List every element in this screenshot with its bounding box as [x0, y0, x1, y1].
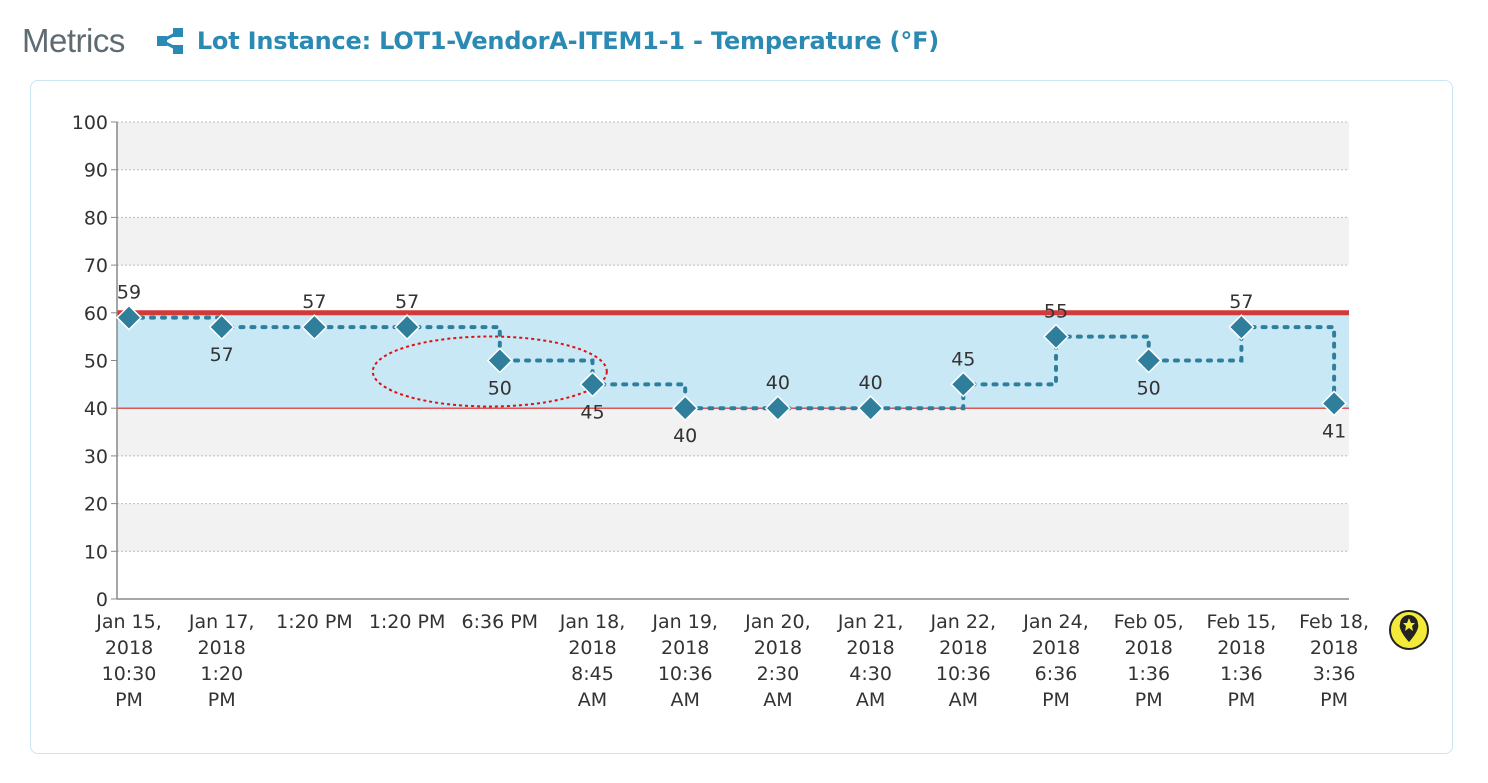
- x-tick-label: 2018: [939, 637, 987, 659]
- x-tick-label: Feb 05,: [1114, 611, 1184, 633]
- x-tick-label: PM: [1227, 689, 1255, 711]
- data-label: 40: [766, 372, 790, 394]
- x-tick-label: 2018: [568, 637, 616, 659]
- x-tick-label: 2018: [754, 637, 802, 659]
- data-point-marker[interactable]: [1042, 323, 1070, 350]
- x-tick-label: 2018: [198, 637, 246, 659]
- data-point-marker[interactable]: [394, 314, 421, 341]
- data-label: 59: [117, 282, 141, 304]
- y-tick-label: 90: [84, 160, 108, 182]
- x-tick-label: 3:36: [1313, 663, 1356, 685]
- grid-stripe: [117, 217, 1349, 266]
- share-icon[interactable]: [155, 26, 185, 56]
- y-tick-label: 30: [84, 446, 108, 468]
- data-point-marker[interactable]: [1228, 314, 1255, 341]
- x-tick-label: 1:20 PM: [276, 611, 353, 633]
- x-tick-label: PM: [1320, 689, 1348, 711]
- x-tick-label: 6:36 PM: [462, 611, 539, 633]
- data-point-marker[interactable]: [486, 347, 513, 374]
- x-tick-label: 8:45: [571, 663, 614, 685]
- x-tick-label: AM: [856, 689, 885, 711]
- y-tick-label: 60: [84, 303, 108, 325]
- x-tick-label: 2018: [1032, 637, 1080, 659]
- data-label: 40: [673, 425, 697, 447]
- data-point-marker[interactable]: [950, 371, 977, 398]
- data-point-marker[interactable]: [115, 304, 143, 331]
- data-point-marker[interactable]: [301, 314, 328, 341]
- y-tick-label: 80: [84, 207, 108, 229]
- x-tick-label: 10:36: [936, 663, 991, 685]
- data-point-marker[interactable]: [208, 314, 235, 341]
- data-label: 57: [302, 291, 326, 313]
- y-tick-label: 70: [84, 255, 108, 277]
- y-tick-label: 10: [84, 541, 108, 563]
- grid-stripe: [117, 503, 1349, 552]
- x-tick-label: PM: [115, 689, 143, 711]
- y-tick-label: 20: [84, 494, 108, 516]
- header: Metrics Lot Instance: LOT1-VendorA-ITEM1…: [22, 18, 939, 64]
- data-label: 45: [951, 348, 975, 370]
- data-point-marker[interactable]: [579, 371, 606, 398]
- data-label: 57: [210, 344, 234, 366]
- data-label: 55: [1044, 301, 1068, 323]
- data-label: 45: [580, 401, 604, 423]
- x-tick-label: AM: [949, 689, 978, 711]
- x-tick-label: Jan 17,: [188, 611, 255, 633]
- x-tick-label: Jan 20,: [744, 611, 811, 633]
- x-tick-label: Jan 24,: [1022, 611, 1089, 633]
- data-label: 41: [1322, 420, 1346, 442]
- section-title: Metrics: [22, 22, 125, 59]
- grid-stripe: [117, 122, 1349, 170]
- x-tick-label: 2018: [1217, 637, 1265, 659]
- x-tick-label: 4:30: [849, 663, 892, 685]
- x-tick-label: AM: [671, 689, 700, 711]
- x-tick-label: Jan 19,: [651, 611, 718, 633]
- x-tick-label: 2018: [846, 637, 894, 659]
- star-icon: [1403, 618, 1415, 631]
- x-tick-label: PM: [1042, 689, 1070, 711]
- x-tick-label: PM: [208, 689, 236, 711]
- x-tick-label: 2018: [105, 637, 153, 659]
- x-tick-label: Jan 21,: [837, 611, 904, 633]
- y-tick-label: 100: [72, 112, 108, 134]
- x-tick-label: 1:36: [1127, 663, 1170, 685]
- x-tick-label: Feb 15,: [1206, 611, 1276, 633]
- grid-stripe: [117, 408, 1349, 456]
- data-label: 50: [488, 378, 512, 400]
- data-point-marker[interactable]: [1321, 390, 1348, 417]
- data-point-marker[interactable]: [764, 395, 791, 422]
- x-tick-label: 1:36: [1220, 663, 1263, 685]
- x-tick-label: 2018: [1310, 637, 1358, 659]
- x-tick-label: PM: [1135, 689, 1163, 711]
- map-pin-shape: [1399, 615, 1419, 642]
- x-tick-label: 10:36: [658, 663, 713, 685]
- x-tick-label: 2:30: [757, 663, 800, 685]
- x-tick-label: 6:36: [1035, 663, 1078, 685]
- data-point-marker[interactable]: [1135, 347, 1162, 374]
- data-point-marker[interactable]: [672, 395, 699, 422]
- x-tick-label: Jan 18,: [559, 611, 626, 633]
- highlight-ellipse: [371, 335, 608, 408]
- data-label: 50: [1137, 378, 1161, 400]
- chart-card: 0 10 20 30 40 50 60 70 80 90 100 59 57 57 57 50 45 40 40 40…: [30, 80, 1453, 754]
- lot-instance-title[interactable]: Lot Instance: LOT1-VendorA-ITEM1-1 - Tem…: [196, 27, 940, 55]
- x-tick-label: 1:20: [200, 663, 243, 685]
- x-tick-label: Jan 15,: [95, 611, 162, 633]
- y-tick-label: 40: [84, 398, 108, 420]
- x-tick-label: Feb 18,: [1299, 611, 1369, 633]
- temperature-chart: 0 10 20 30 40 50 60 70 80 90 100 59 57 57 57 50 45 40 40 40…: [72, 112, 1429, 711]
- x-tick-label: AM: [763, 689, 792, 711]
- x-tick-label: 1:20 PM: [369, 611, 446, 633]
- x-tick-label: Jan 22,: [930, 611, 997, 633]
- data-label: 57: [1229, 291, 1253, 313]
- data-point-marker[interactable]: [857, 395, 884, 422]
- y-tick-label: 0: [96, 589, 108, 611]
- x-tick-label: 2018: [1125, 637, 1173, 659]
- x-tick-label: 10:30: [102, 663, 157, 685]
- data-label: 40: [859, 372, 883, 394]
- x-tick-label: 2018: [661, 637, 709, 659]
- data-label: 57: [395, 291, 419, 313]
- y-tick-label: 50: [84, 351, 108, 373]
- x-tick-label: AM: [578, 689, 607, 711]
